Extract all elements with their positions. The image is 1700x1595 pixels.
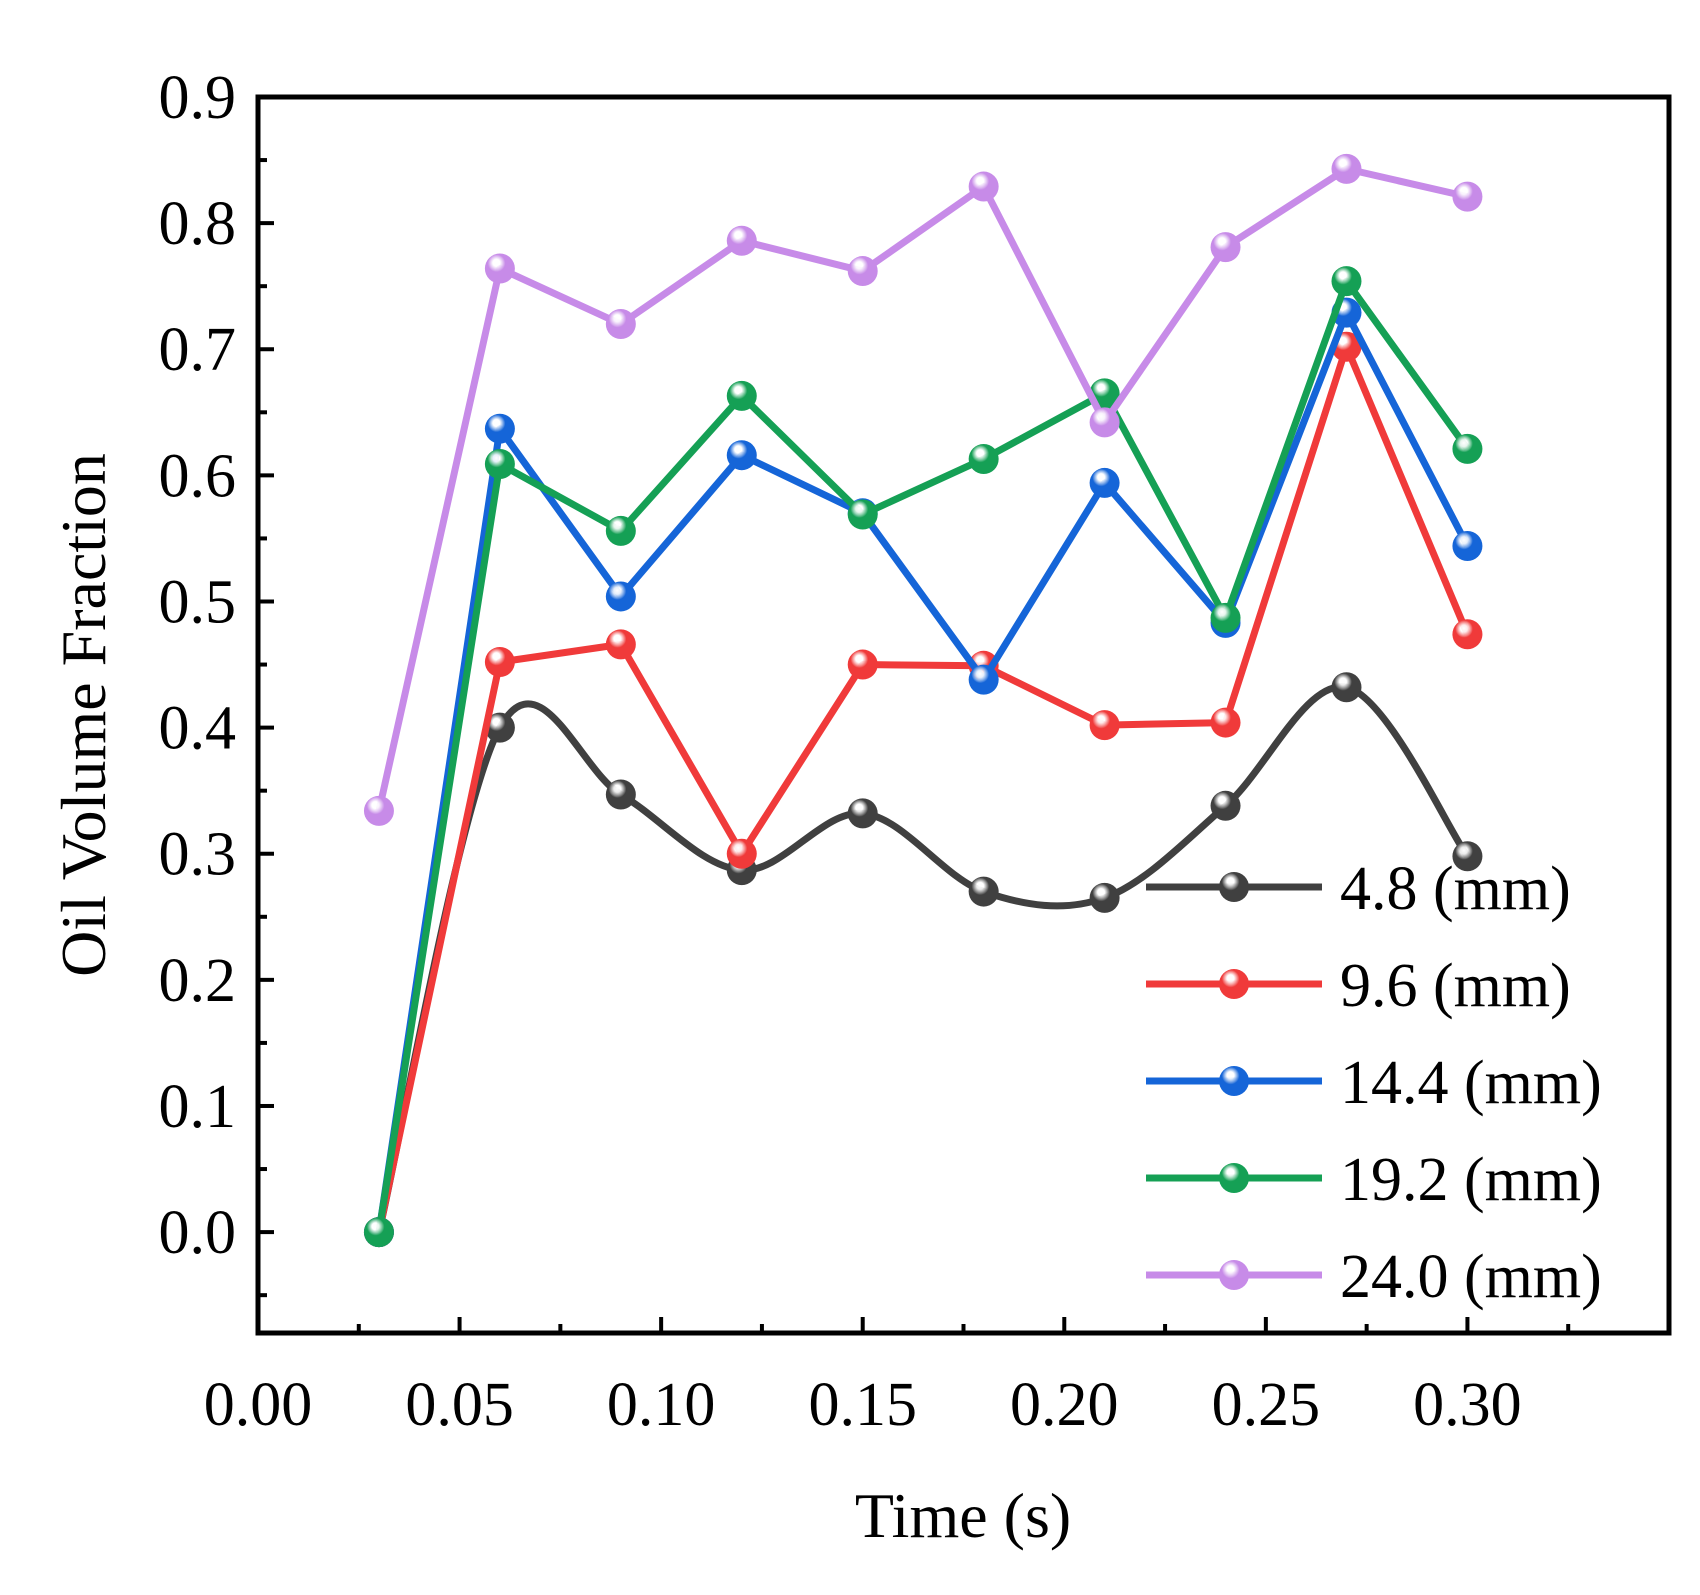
series-24-0-mm-line bbox=[375, 165, 1469, 812]
series-24-0-mm-point bbox=[1331, 153, 1362, 184]
legend-swatch-marker bbox=[1219, 872, 1249, 902]
legend: 4.8 (mm) 9.6 (mm) 14.4 (mm) 19.2 (mm) 24.0 (… bbox=[1146, 855, 1602, 1311]
x-tick-label: 0.05 bbox=[405, 1371, 514, 1439]
series-4-8-mm-line bbox=[375, 683, 1471, 1233]
series-24-0-mm-point bbox=[1210, 232, 1241, 263]
series-4-8-mm bbox=[363, 672, 1483, 1248]
series-4-8-mm-point bbox=[605, 779, 636, 810]
series-layer bbox=[363, 153, 1483, 1248]
series-14-4-mm-point bbox=[1452, 530, 1483, 561]
y-tick-label: 0.7 bbox=[159, 316, 237, 384]
axes-layer: 0.00 0.05 0.10 0.15 0.20 0.25 0.30 0.0 0.1 0.2 0.3… bbox=[159, 64, 1571, 1439]
y-tick-label: 0.0 bbox=[159, 1199, 237, 1267]
series-19-2-mm-point bbox=[847, 499, 878, 530]
x-tick-label: 0.00 bbox=[204, 1371, 313, 1439]
series-9-6-mm bbox=[363, 331, 1483, 1248]
series-14-4-mm-point bbox=[484, 413, 515, 444]
legend-swatch-marker bbox=[1219, 969, 1249, 999]
x-tick-label: 0.30 bbox=[1413, 1371, 1522, 1439]
series-24-0-mm-point bbox=[1089, 407, 1120, 438]
series-14-4-mm-point bbox=[605, 581, 636, 612]
series-24-0-mm-point bbox=[363, 795, 394, 826]
y-axis-title: Oil Volume Fraction bbox=[48, 453, 119, 977]
legend-item-9-6-mm: 9.6 (mm) bbox=[1146, 952, 1571, 1020]
series-24-0-mm bbox=[363, 153, 1483, 826]
y-tick-label: 0.6 bbox=[159, 442, 237, 510]
y-tick-label: 0.5 bbox=[159, 568, 237, 636]
y-tick-label: 0.8 bbox=[159, 190, 237, 258]
x-tick-label: 0.25 bbox=[1212, 1371, 1321, 1439]
y-tick-label: 0.1 bbox=[159, 1073, 237, 1141]
series-19-2-mm-point bbox=[1210, 602, 1241, 633]
y-tick-label: 0.4 bbox=[159, 695, 237, 763]
legend-item-14-4-mm: 14.4 (mm) bbox=[1146, 1049, 1602, 1117]
legend-label: 4.8 (mm) bbox=[1340, 855, 1571, 923]
series-9-6-mm-line bbox=[375, 343, 1471, 1233]
x-axis-title: Time (s) bbox=[855, 1480, 1071, 1551]
series-14-4-mm-point bbox=[1089, 467, 1120, 498]
series-9-6-mm-point bbox=[1452, 619, 1483, 650]
legend-label: 24.0 (mm) bbox=[1340, 1243, 1602, 1311]
series-19-2-mm-point bbox=[484, 449, 515, 480]
series-19-2-mm-point bbox=[605, 515, 636, 546]
series-4-8-mm-point bbox=[968, 876, 999, 907]
series-4-8-mm-point bbox=[847, 798, 878, 829]
legend-swatch-marker bbox=[1219, 1066, 1249, 1096]
legend-label: 9.6 (mm) bbox=[1340, 952, 1571, 1020]
series-24-0-mm-point bbox=[484, 253, 515, 284]
series-19-2-mm-point bbox=[1331, 266, 1362, 297]
series-9-6-mm-point bbox=[605, 629, 636, 660]
series-4-8-mm-point bbox=[1210, 790, 1241, 821]
series-14-4-mm-point bbox=[968, 664, 999, 695]
series-4-8-mm-point bbox=[484, 712, 515, 743]
series-9-6-mm-point bbox=[1089, 710, 1120, 741]
legend-label: 14.4 (mm) bbox=[1340, 1049, 1602, 1117]
series-19-2-mm-point bbox=[968, 443, 999, 474]
series-24-0-mm-point bbox=[605, 309, 636, 340]
series-9-6-mm-point bbox=[484, 647, 515, 678]
series-9-6-mm-point bbox=[1210, 707, 1241, 738]
series-19-2-mm-line bbox=[375, 277, 1471, 1233]
series-19-2-mm bbox=[363, 266, 1483, 1248]
series-24-0-mm-point bbox=[726, 225, 757, 256]
series-14-4-mm-line bbox=[375, 309, 1471, 1233]
series-24-0-mm-point bbox=[968, 171, 999, 202]
series-24-0-mm-point bbox=[847, 256, 878, 287]
legend-swatch-marker bbox=[1219, 1163, 1249, 1193]
x-tick-label: 0.20 bbox=[1010, 1371, 1119, 1439]
series-14-4-mm-point bbox=[726, 440, 757, 471]
x-tick-label: 0.15 bbox=[808, 1371, 917, 1439]
series-9-6-mm-point bbox=[847, 649, 878, 680]
series-9-6-mm-point bbox=[726, 838, 757, 869]
legend-swatch-marker bbox=[1219, 1260, 1249, 1290]
series-19-2-mm-point bbox=[726, 380, 757, 411]
series-19-2-mm-point bbox=[1452, 433, 1483, 464]
series-4-8-mm-point bbox=[1452, 841, 1483, 872]
series-4-8-mm-point bbox=[1331, 672, 1362, 703]
legend-item-24-0-mm: 24.0 (mm) bbox=[1146, 1243, 1602, 1311]
series-19-2-mm-point bbox=[363, 1217, 394, 1248]
legend-item-4-8-mm: 4.8 (mm) bbox=[1146, 855, 1571, 923]
series-24-0-mm-point bbox=[1452, 181, 1483, 212]
legend-label: 19.2 (mm) bbox=[1340, 1146, 1602, 1214]
series-4-8-mm-point bbox=[1089, 882, 1120, 913]
y-tick-label: 0.2 bbox=[159, 947, 237, 1015]
legend-item-19-2-mm: 19.2 (mm) bbox=[1146, 1146, 1602, 1214]
y-tick-label: 0.9 bbox=[159, 64, 237, 132]
y-tick-label: 0.3 bbox=[159, 821, 237, 889]
x-tick-label: 0.10 bbox=[607, 1371, 716, 1439]
